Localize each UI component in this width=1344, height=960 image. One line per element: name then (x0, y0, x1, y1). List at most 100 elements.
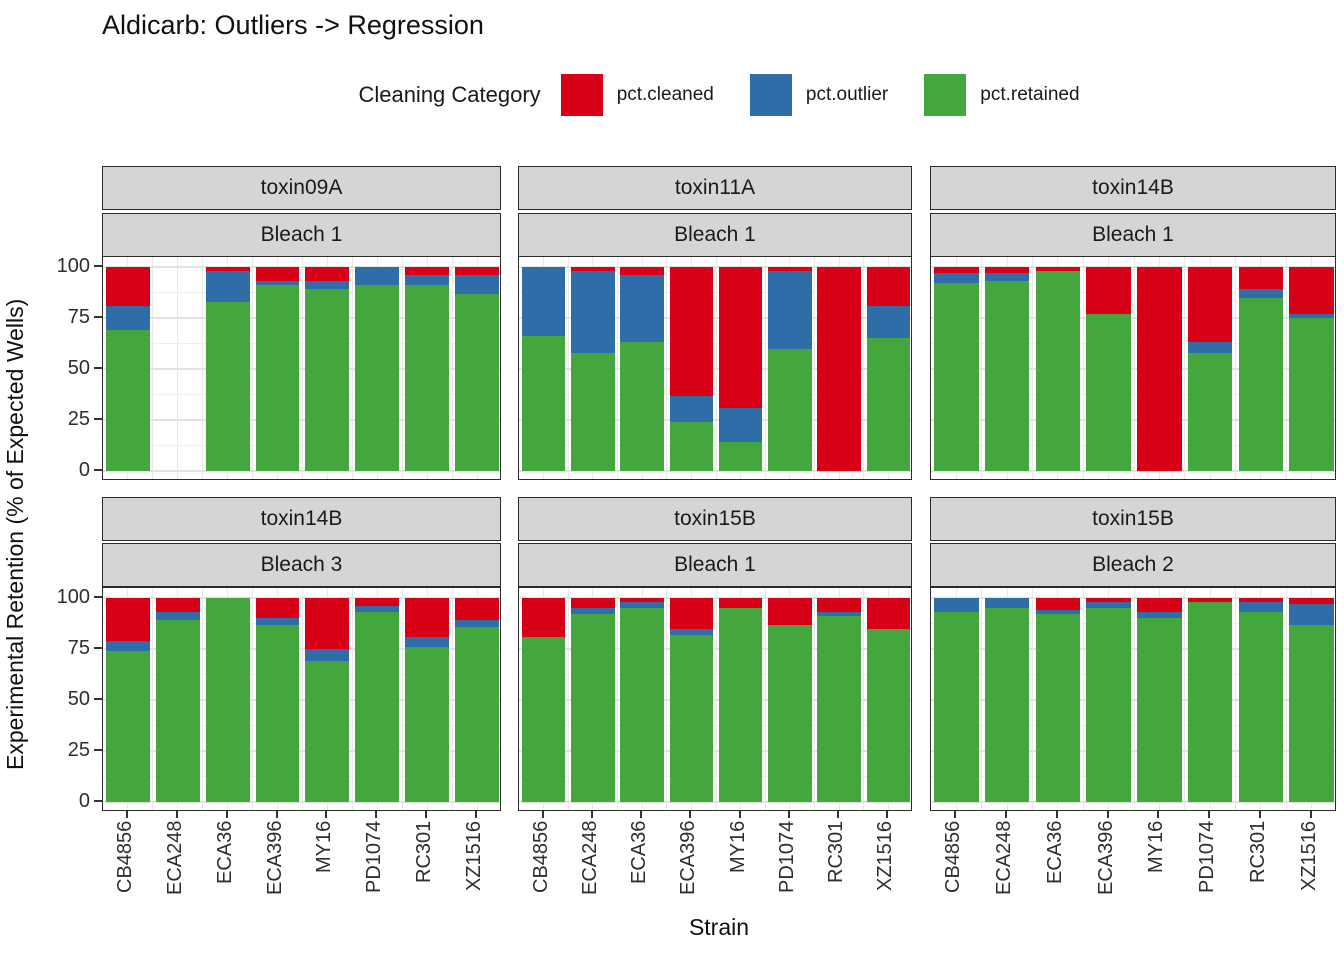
bar-segment-pct.retained (934, 612, 979, 802)
y-tick-mark (94, 800, 102, 802)
gridline-vertical (1184, 257, 1186, 479)
bar-segment-pct.retained (1086, 313, 1131, 471)
chart-title: Aldicarb: Outliers -> Regression (102, 10, 484, 40)
gridline-major (103, 648, 500, 650)
bar-segment-pct.retained (255, 624, 300, 802)
facet-panel (930, 587, 1336, 811)
gridline-vertical (202, 588, 204, 810)
gridline-vertical (401, 257, 403, 479)
bar-segment-pct.retained (405, 646, 450, 802)
gridline-vertical (351, 257, 353, 479)
gridline-major (519, 368, 911, 370)
facet-strip-bleach: Bleach 3 (102, 543, 501, 587)
bar-segment-pct.retained (521, 336, 566, 471)
x-tick-mark (275, 811, 278, 818)
bar-segment-pct.cleaned (255, 598, 300, 619)
gridline-vertical (152, 588, 154, 810)
bar-segment-pct.cleaned (1086, 598, 1131, 603)
x-tick-mark (1208, 811, 1211, 818)
bar-segment-pct.outlier (105, 640, 150, 652)
y-tick-mark (94, 698, 102, 700)
legend: Cleaning Category pct.cleaned pct.outlier… (102, 70, 1336, 120)
x-axis-title: Strain (688, 914, 750, 940)
x-tick-label: CB4856 (942, 821, 965, 894)
x-tick-label: CB4856 (113, 821, 136, 894)
facet-strip-toxin: toxin11A (518, 166, 912, 210)
bar-segment-pct.retained (571, 614, 615, 802)
gridline-vertical (981, 257, 983, 479)
bar-segment-pct.cleaned (405, 598, 450, 637)
facet-strip-bleach: Bleach 2 (930, 543, 1336, 587)
bar-segment-pct.cleaned (866, 267, 911, 306)
bar-segment-pct.cleaned (105, 267, 150, 306)
bar-segment-pct.cleaned (571, 267, 615, 272)
gridline-major (103, 597, 500, 599)
gridline-major (931, 699, 1335, 701)
gridline-minor (931, 292, 1335, 293)
gridline-vertical (1032, 588, 1033, 810)
bar-segment-pct.cleaned (1035, 267, 1081, 272)
gridline-vertical (981, 588, 983, 810)
legend-title: Cleaning Category (358, 82, 541, 107)
bar-segment-pct.outlier (1289, 604, 1334, 625)
gridline-minor (103, 394, 500, 395)
x-tick-label: PD1074 (775, 821, 798, 894)
bar-segment-pct.retained (768, 624, 812, 802)
gridline-major (519, 266, 911, 268)
bar-segment-pct.retained (305, 661, 350, 802)
gridline-vertical (202, 257, 204, 479)
bar-segment-pct.outlier (105, 305, 150, 331)
x-tick-mark (225, 811, 228, 818)
bar-segment-pct.retained (355, 612, 400, 802)
x-tick-mark (1157, 811, 1160, 818)
gridline-vertical (1285, 588, 1287, 810)
gridline-vertical (1235, 588, 1236, 810)
gridline-minor (103, 725, 500, 726)
y-tick-label: 50 (67, 688, 90, 710)
x-tick-mark (475, 811, 478, 818)
gridline-vertical (1285, 257, 1287, 479)
facet-panel (518, 587, 912, 811)
bar-segment-pct.cleaned (1035, 598, 1081, 611)
bar-segment-pct.retained (571, 352, 615, 471)
x-tick-mark (1055, 811, 1058, 818)
x-tick-mark (886, 811, 889, 818)
gridline-vertical (401, 588, 403, 810)
bar-segment-pct.outlier (620, 275, 664, 343)
gridline-major (103, 419, 500, 421)
x-tick-label: XZ1516 (1297, 821, 1320, 892)
legend-swatch-pct.retained (924, 74, 967, 116)
x-tick-mark (541, 811, 544, 818)
facet-panel (930, 256, 1336, 480)
x-tick-label: CB4856 (529, 821, 552, 894)
gridline-vertical (177, 257, 179, 479)
legend-item-pct.retained: pct.retained (924, 74, 1080, 116)
bar-segment-pct.outlier (817, 612, 861, 617)
gridline-minor (519, 343, 911, 344)
gridline-minor (103, 776, 500, 777)
gridline-minor (931, 776, 1335, 777)
bar-segment-pct.outlier (934, 273, 979, 284)
y-tick-mark (94, 367, 102, 369)
bar-segment-pct.retained (866, 338, 911, 471)
gridline-major (931, 470, 1335, 472)
bar-segment-pct.retained (866, 628, 911, 802)
gridline-minor (519, 623, 911, 624)
x-tick-label: ECA36 (628, 821, 651, 885)
bar-segment-pct.outlier (255, 281, 300, 286)
facet-strip-toxin: toxin14B (102, 497, 501, 541)
gridline-minor (103, 445, 500, 446)
x-tick-label: ECA396 (677, 821, 700, 896)
gridline-vertical (814, 588, 815, 810)
gridline-vertical (1082, 588, 1084, 810)
gridline-vertical (567, 588, 569, 810)
bar-segment-pct.outlier (1187, 342, 1233, 353)
bar-segment-pct.retained (1035, 271, 1081, 471)
facet-panel (102, 256, 501, 480)
gridline-vertical (252, 257, 254, 479)
x-tick-label: XZ1516 (874, 821, 897, 892)
gridline-minor (103, 674, 500, 675)
bar-segment-pct.retained (669, 634, 714, 802)
bar-segment-pct.outlier (768, 271, 812, 349)
bar-segment-pct.outlier (405, 275, 450, 286)
